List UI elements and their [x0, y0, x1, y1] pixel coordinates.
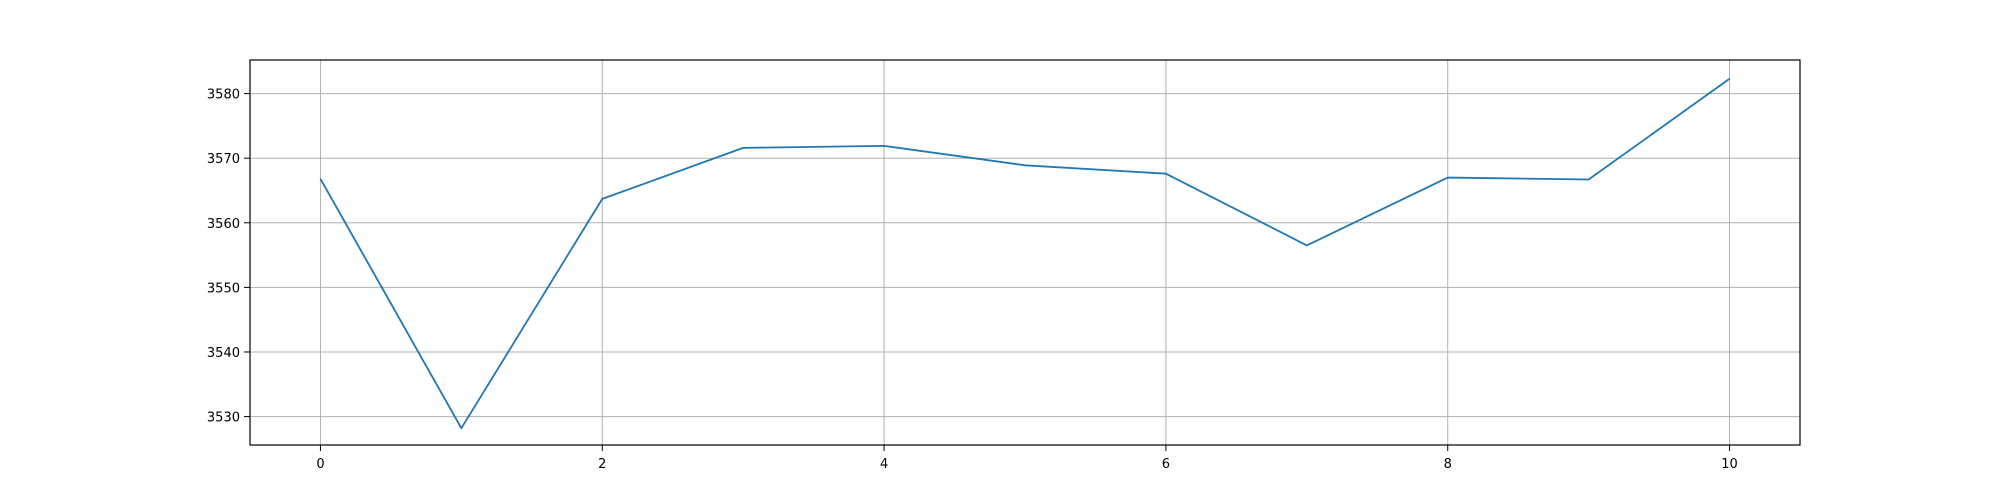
y-tick-label: 3570	[207, 152, 240, 167]
x-tick-label: 8	[1444, 457, 1452, 472]
x-axis: 0 2 4 6 8 10	[316, 445, 1738, 472]
y-tick-label: 3550	[207, 281, 240, 296]
grid-lines	[250, 60, 1800, 445]
y-tick-label: 3560	[207, 217, 240, 232]
x-tick-label: 0	[316, 457, 324, 472]
y-tick-label: 3580	[207, 88, 240, 103]
series-layer	[319, 77, 1731, 430]
y-axis: 3530 3540 3550 3560 3570 3580	[207, 88, 250, 426]
series-line-0	[319, 77, 1731, 430]
x-tick-label: 2	[598, 457, 606, 472]
x-tick-label: 4	[880, 457, 888, 472]
plot-area-frame	[249, 59, 1801, 446]
x-tick-label: 10	[1721, 457, 1738, 472]
y-tick-label: 3530	[207, 411, 240, 426]
x-tick-label: 6	[1162, 457, 1170, 472]
y-tick-label: 3540	[207, 346, 240, 361]
